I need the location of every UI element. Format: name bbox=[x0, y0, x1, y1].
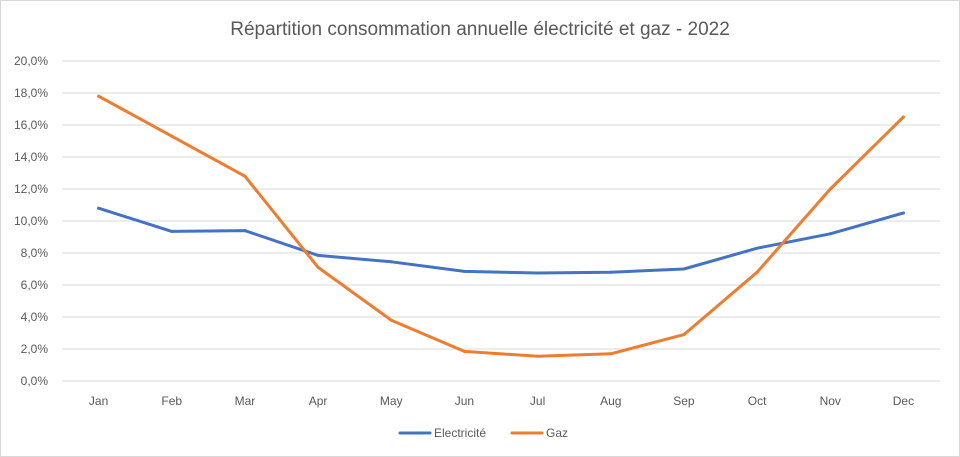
x-tick-label: Sep bbox=[673, 394, 695, 408]
legend-label: Gaz bbox=[546, 426, 568, 440]
x-tick-label: Mar bbox=[235, 394, 256, 408]
x-tick-label: May bbox=[380, 394, 403, 408]
gridlines bbox=[62, 60, 940, 382]
y-axis-ticks: 0,0% 2,0% 4,0% 6,0% 8,0% 10,0% 12,0% 14,0% 16,0%… bbox=[14, 54, 48, 388]
data-point bbox=[97, 206, 101, 210]
data-point bbox=[901, 211, 905, 215]
y-tick-label: 6,0% bbox=[21, 278, 49, 292]
x-tick-label: Jul bbox=[530, 394, 545, 408]
legend-label: Electricité bbox=[434, 426, 486, 440]
data-point bbox=[609, 270, 613, 274]
data-point bbox=[755, 246, 759, 250]
y-tick-label: 20,0% bbox=[14, 54, 48, 68]
data-point bbox=[536, 354, 540, 358]
data-point bbox=[316, 265, 320, 269]
data-point bbox=[97, 94, 101, 98]
data-point bbox=[755, 270, 759, 274]
y-tick-label: 16,0% bbox=[14, 118, 48, 132]
y-tick-label: 8,0% bbox=[21, 246, 49, 260]
series-line-electricite bbox=[97, 206, 905, 275]
x-tick-label: Jan bbox=[89, 394, 108, 408]
y-tick-label: 0,0% bbox=[21, 374, 49, 388]
y-tick-label: 2,0% bbox=[21, 342, 49, 356]
y-tick-label: 10,0% bbox=[14, 214, 48, 228]
x-tick-label: Apr bbox=[309, 394, 328, 408]
x-tick-label: Nov bbox=[820, 394, 841, 408]
series-line-gaz bbox=[97, 94, 905, 358]
y-tick-label: 14,0% bbox=[14, 150, 48, 164]
data-point bbox=[609, 352, 613, 356]
chart-title: Répartition consommation annuelle électr… bbox=[230, 19, 730, 40]
data-point bbox=[389, 318, 393, 322]
data-point bbox=[462, 349, 466, 353]
data-point bbox=[828, 232, 832, 236]
legend: Electricité Gaz bbox=[398, 426, 568, 440]
data-point bbox=[462, 269, 466, 273]
data-point bbox=[389, 260, 393, 264]
data-point bbox=[243, 174, 247, 178]
data-point bbox=[682, 267, 686, 271]
x-tick-label: Feb bbox=[161, 394, 182, 408]
data-point bbox=[170, 134, 174, 138]
x-tick-label: Aug bbox=[600, 394, 621, 408]
data-point bbox=[536, 271, 540, 275]
data-point bbox=[170, 229, 174, 233]
y-tick-label: 18,0% bbox=[14, 86, 48, 100]
y-tick-label: 12,0% bbox=[14, 182, 48, 196]
data-point bbox=[682, 333, 686, 337]
data-point bbox=[316, 253, 320, 257]
x-axis-ticks: Jan Feb Mar Apr May Jun Jul Aug Sep Oct Nov Dec bbox=[89, 394, 914, 408]
data-point bbox=[828, 187, 832, 191]
series-lines bbox=[97, 94, 905, 358]
x-tick-label: Dec bbox=[893, 394, 914, 408]
x-tick-label: Oct bbox=[748, 394, 767, 408]
x-tick-label: Jun bbox=[455, 394, 474, 408]
y-tick-label: 4,0% bbox=[21, 310, 49, 324]
data-point bbox=[901, 115, 905, 119]
data-point bbox=[243, 229, 247, 233]
